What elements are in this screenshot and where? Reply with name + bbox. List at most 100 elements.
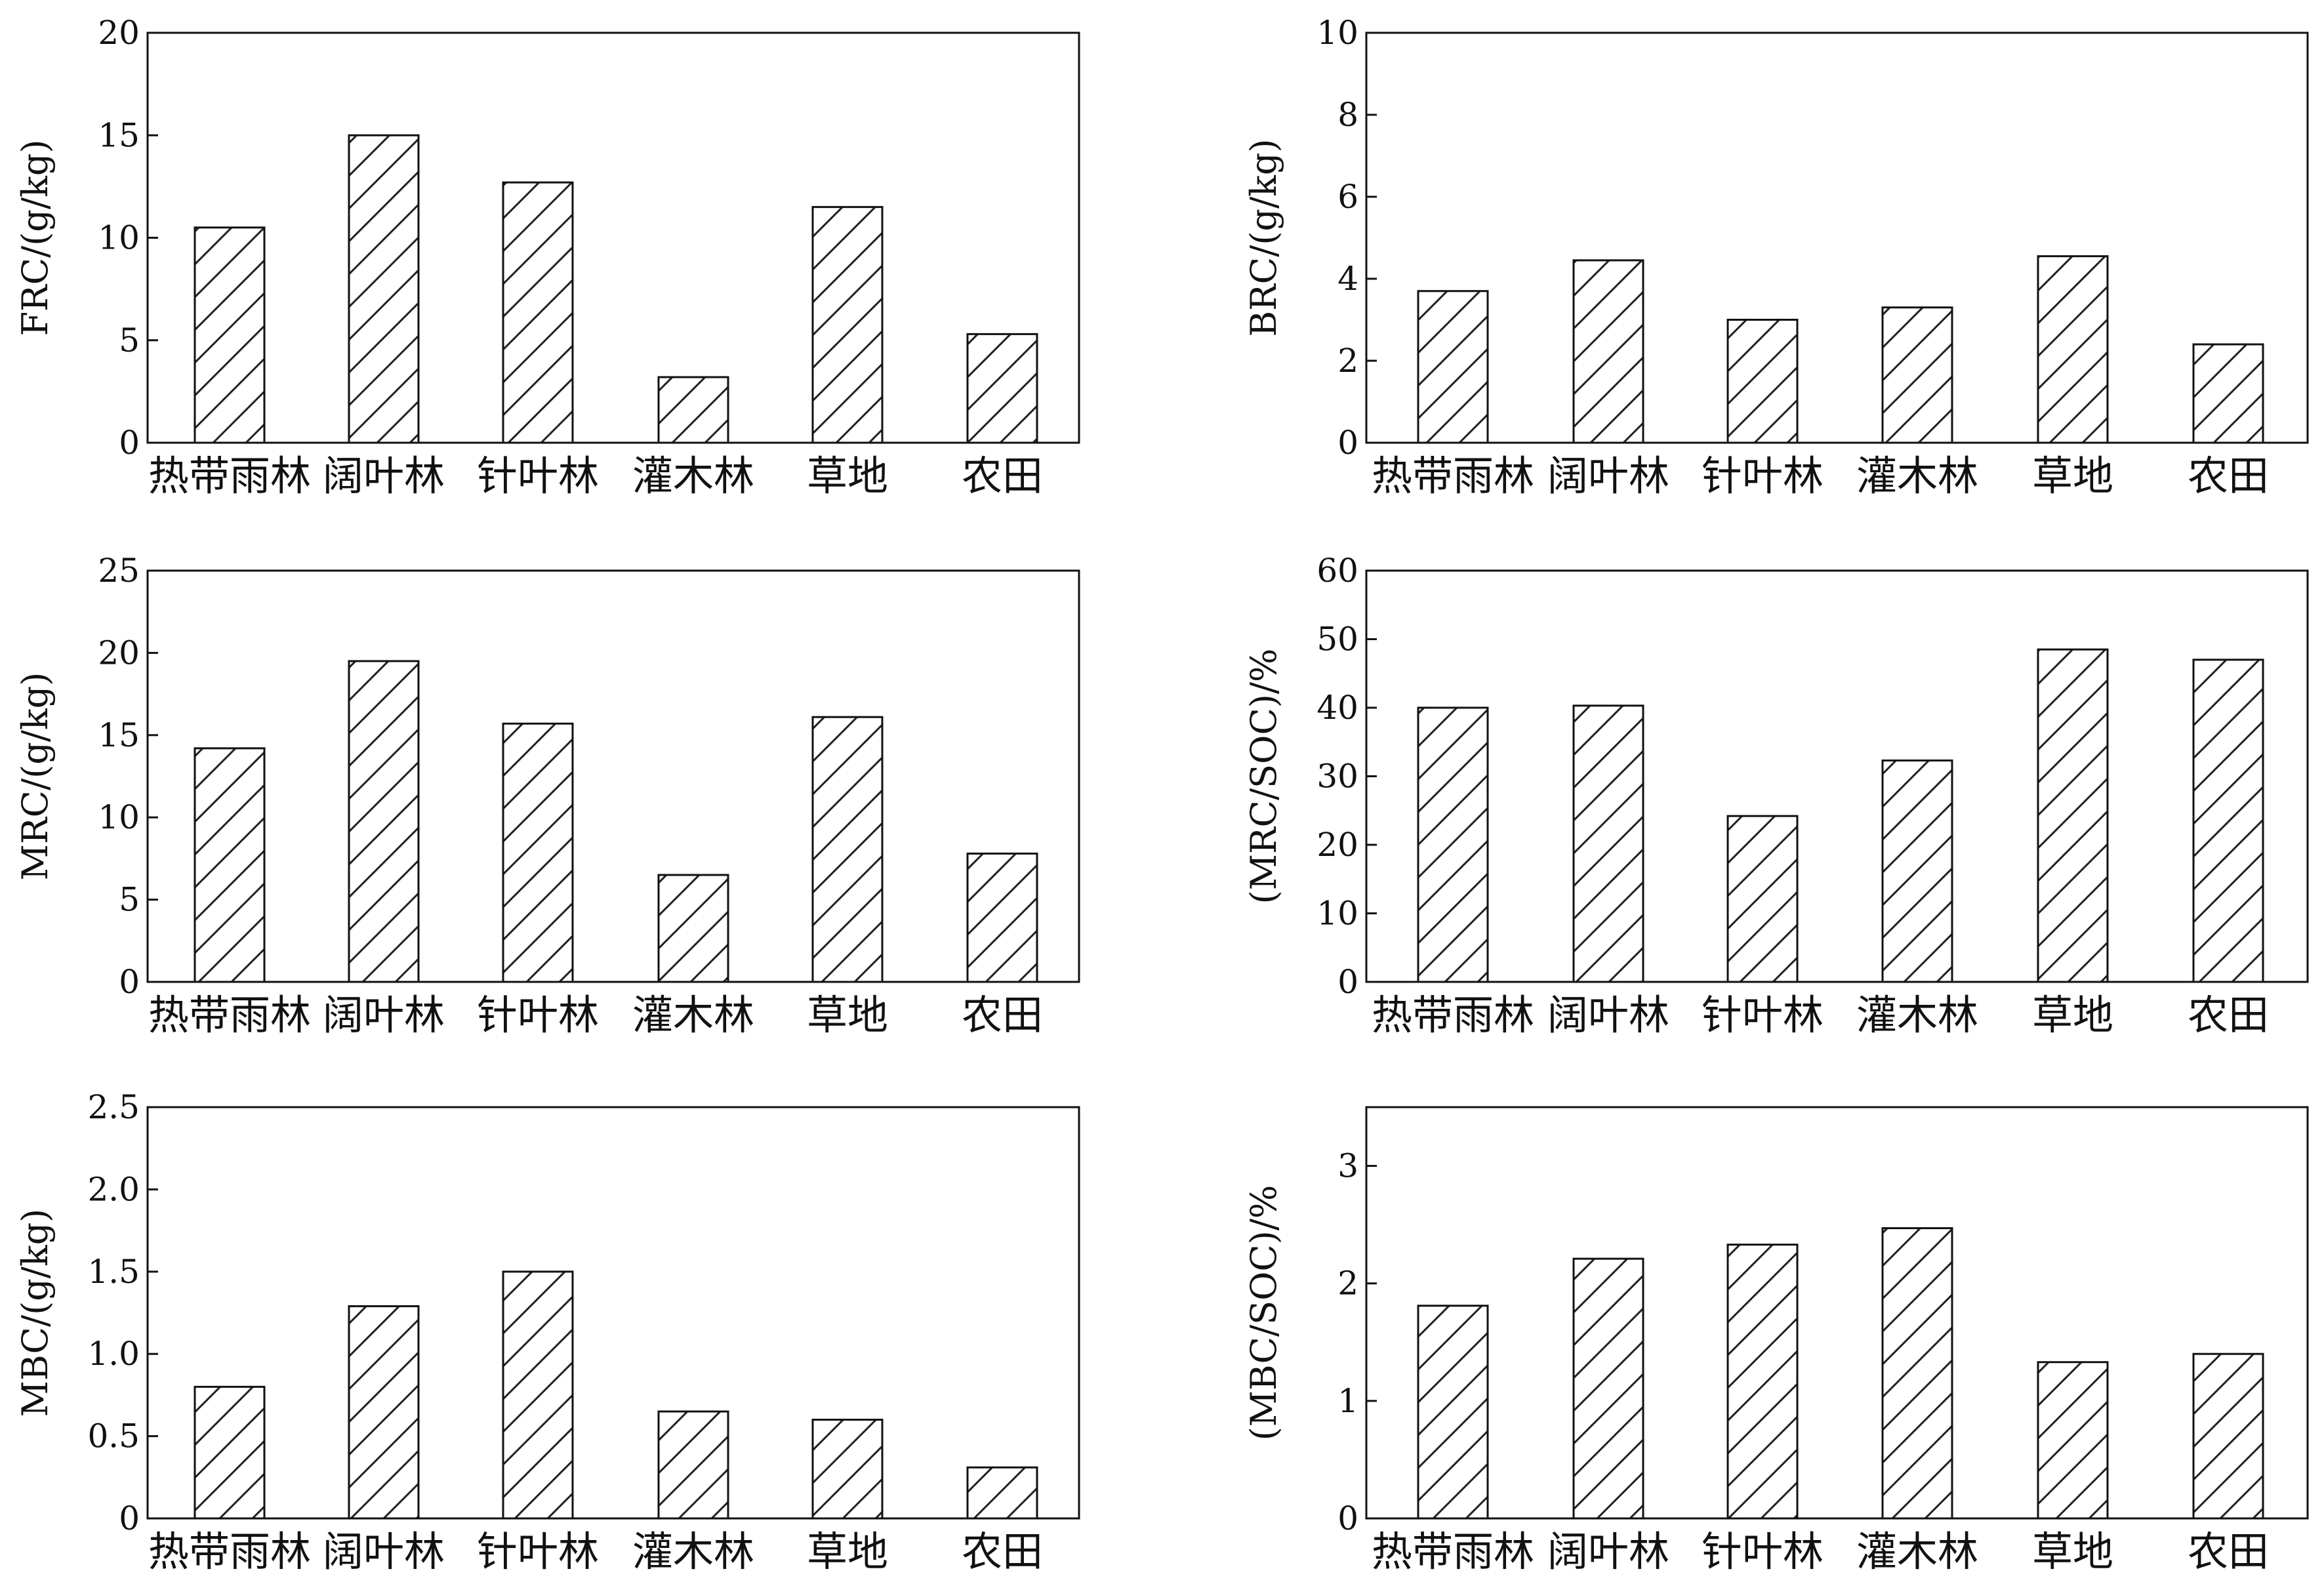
x-category-label: 阔叶林 <box>323 1528 445 1575</box>
x-category-label: 农田 <box>962 1528 1043 1575</box>
y-tick-label: 15 <box>98 116 140 154</box>
y-tick-label: 10 <box>98 219 140 257</box>
bar-针叶林 <box>502 722 574 983</box>
y-axis-label: (MRC/SOC)/% <box>1243 649 1284 904</box>
chart-panel-brc: 0 2 4 6 8 10 热带雨林 阔叶林 针叶林 灌木林 草地 农田 BRC/(g/kg) <box>1243 14 2309 500</box>
bar-草地 <box>811 716 884 983</box>
chart-panel-frc: 0 5 10 15 20 热带雨林 阔叶林 针叶林 灌木林 草地 农田 FRC/(g/kg) <box>14 14 1080 500</box>
y-tick-label: 20 <box>1316 826 1358 864</box>
bar-灌木林 <box>1881 306 1953 444</box>
x-category-label: 阔叶林 <box>1547 1528 1669 1575</box>
chart-panel-mrc: 0 5 10 15 20 25 热带雨林 阔叶林 针叶林 灌木林 草地 农田 MRC/(g/kg) <box>14 552 1080 1039</box>
bar-针叶林 <box>502 1270 574 1520</box>
y-axis-label: MBC/(g/kg) <box>14 1209 56 1417</box>
x-category-label: 针叶林 <box>477 991 599 1039</box>
y-tick-label: 2.5 <box>87 1088 140 1126</box>
x-category-label: 热带雨林 <box>148 452 311 500</box>
y-axis-label: MRC/(g/kg) <box>14 672 56 881</box>
y-tick-label: 0 <box>1337 1499 1358 1537</box>
y-tick-label: 8 <box>1337 96 1358 134</box>
y-axis-label: BRC/(g/kg) <box>1243 138 1284 336</box>
x-category-label: 针叶林 <box>1702 991 1824 1039</box>
plot-frame <box>146 31 1080 444</box>
bar-灌木林 <box>1881 1227 1953 1520</box>
y-tick-label: 10 <box>1316 14 1358 52</box>
y-tick-label: 0.5 <box>87 1417 140 1455</box>
bar-灌木林 <box>657 376 729 444</box>
plot-frame <box>146 1106 1080 1520</box>
bar-热带雨林 <box>1417 290 1489 444</box>
x-category-label: 热带雨林 <box>1372 991 1534 1039</box>
x-category-label: 热带雨林 <box>148 991 311 1039</box>
y-axis-label: FRC/(g/kg) <box>14 140 56 336</box>
bar-草地 <box>2037 1361 2109 1520</box>
x-category-label: 针叶林 <box>477 452 599 500</box>
y-tick-label: 4 <box>1337 260 1358 298</box>
x-category-label: 阔叶林 <box>1547 991 1669 1039</box>
chart-panel-mbc: 0 0.5 1.0 1.5 2.0 2.5 热带雨林 阔叶林 针叶林 灌木林 草地 农田 MBC/(g/… <box>14 1088 1080 1575</box>
chart-panel-mrc-soc: 0 10 20 30 40 50 60 热带雨林 阔叶林 针叶林 灌木林 草地 农田 (MRC/SOC)/… <box>1243 552 2309 1039</box>
bar-针叶林 <box>1726 815 1799 983</box>
x-category-label: 针叶林 <box>477 1528 599 1575</box>
bar-农田 <box>2192 659 2264 983</box>
x-category-label: 农田 <box>962 991 1043 1039</box>
x-category-label: 热带雨林 <box>1372 1528 1534 1575</box>
x-category-label: 灌木林 <box>1856 1528 1978 1575</box>
y-tick-label: 2.0 <box>87 1170 140 1208</box>
bar-灌木林 <box>657 874 729 983</box>
x-category-label: 热带雨林 <box>148 1528 311 1575</box>
y-tick-label: 6 <box>1337 178 1358 216</box>
y-tick-label: 0 <box>119 1499 140 1537</box>
y-axis-label: (MBC/SOC)/% <box>1243 1185 1284 1441</box>
bar-农田 <box>966 852 1038 983</box>
plot-frame <box>1365 569 2309 983</box>
bar-针叶林 <box>1726 1244 1799 1520</box>
y-tick-label: 15 <box>98 716 140 754</box>
x-category-label: 草地 <box>807 452 888 500</box>
x-category-label: 灌木林 <box>1856 991 1978 1039</box>
y-tick-label: 20 <box>98 14 140 52</box>
y-tick-label: 10 <box>98 798 140 836</box>
x-category-label: 草地 <box>2032 452 2113 500</box>
x-category-label: 草地 <box>807 1528 888 1575</box>
x-category-label: 阔叶林 <box>1547 452 1669 500</box>
bar-农田 <box>966 333 1038 444</box>
plot-frame <box>146 569 1080 983</box>
bar-热带雨林 <box>194 226 266 444</box>
y-tick-label: 10 <box>1316 895 1358 933</box>
x-category-label: 阔叶林 <box>323 991 445 1039</box>
x-category-label: 农田 <box>962 452 1043 500</box>
bar-热带雨林 <box>1417 1305 1489 1520</box>
bar-农田 <box>2192 1352 2264 1520</box>
x-category-label: 灌木林 <box>632 452 754 500</box>
bar-草地 <box>2037 648 2109 983</box>
y-tick-label: 30 <box>1316 758 1358 796</box>
bar-农田 <box>2192 343 2264 444</box>
bar-热带雨林 <box>194 1385 266 1520</box>
bar-针叶林 <box>1726 319 1799 444</box>
x-category-label: 针叶林 <box>1702 452 1824 500</box>
bar-草地 <box>2037 255 2109 444</box>
y-tick-label: 2 <box>1337 342 1358 380</box>
x-category-label: 热带雨林 <box>1372 452 1534 500</box>
plot-frame <box>1365 31 2309 444</box>
y-tick-label: 5 <box>119 321 140 359</box>
y-tick-label: 0 <box>1337 424 1358 462</box>
y-tick-label: 25 <box>98 552 140 590</box>
x-category-label: 灌木林 <box>1856 452 1978 500</box>
y-tick-label: 60 <box>1316 552 1358 590</box>
x-category-label: 灌木林 <box>632 991 754 1039</box>
y-tick-label: 1 <box>1337 1382 1358 1420</box>
bar-热带雨林 <box>1417 706 1489 983</box>
y-tick-label: 0 <box>119 424 140 462</box>
y-tick-label: 1.5 <box>87 1253 140 1291</box>
y-tick-label: 40 <box>1316 689 1358 727</box>
bar-阔叶林 <box>348 660 420 983</box>
y-tick-label: 1.0 <box>87 1335 140 1373</box>
bar-阔叶林 <box>1572 259 1644 444</box>
x-category-label: 草地 <box>2032 1528 2113 1575</box>
x-category-label: 阔叶林 <box>323 452 445 500</box>
bar-灌木林 <box>1881 759 1953 983</box>
y-tick-label: 20 <box>98 634 140 672</box>
